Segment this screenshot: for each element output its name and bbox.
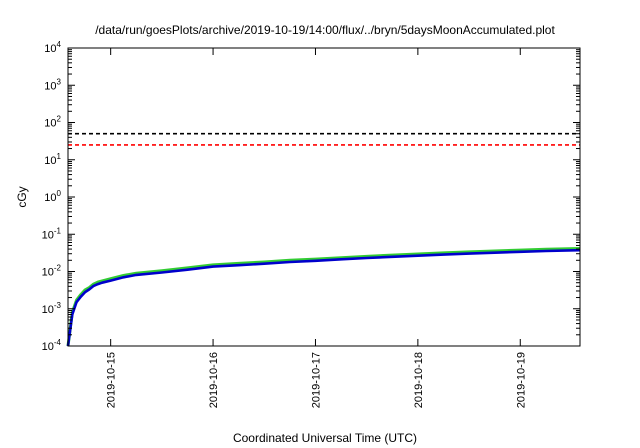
y-tick-label: 10-2 <box>42 264 62 279</box>
x-tick-label: 2019-10-18 <box>413 352 425 408</box>
x-axis-label: Coordinated Universal Time (UTC) <box>233 431 417 445</box>
x-tick-label: 2019-10-15 <box>106 352 118 408</box>
series-layer <box>66 247 581 347</box>
x-tick-label: 2019-10-16 <box>208 352 220 408</box>
plot-frame <box>67 47 581 347</box>
chart-title: /data/run/goesPlots/archive/2019-10-19/1… <box>95 23 555 37</box>
y-tick-label: 103 <box>44 77 61 92</box>
y-tick-label: 102 <box>44 115 61 130</box>
y-tick-label: 101 <box>44 152 61 167</box>
y-tick-label: 10-3 <box>42 301 62 316</box>
series-line-0 <box>66 247 581 347</box>
reference-lines <box>68 132 580 146</box>
x-axis-ticks: 2019-10-15 2019-10-16 2019-10-17 2019-10-18… <box>106 48 527 408</box>
y-tick-label: 100 <box>44 189 61 204</box>
y-tick-label: 104 <box>44 40 61 55</box>
y-tick-label: 10-1 <box>42 226 62 241</box>
series-line-1 <box>66 248 581 347</box>
x-tick-label: 2019-10-17 <box>311 352 323 408</box>
x-tick-label: 2019-10-19 <box>515 352 527 408</box>
y-axis-label: cGy <box>15 186 29 207</box>
y-tick-label: 10-4 <box>42 338 62 353</box>
y-axis-ticks: 10-4 10-3 10-2 10-1 100 101 102 103 104 <box>42 40 580 353</box>
